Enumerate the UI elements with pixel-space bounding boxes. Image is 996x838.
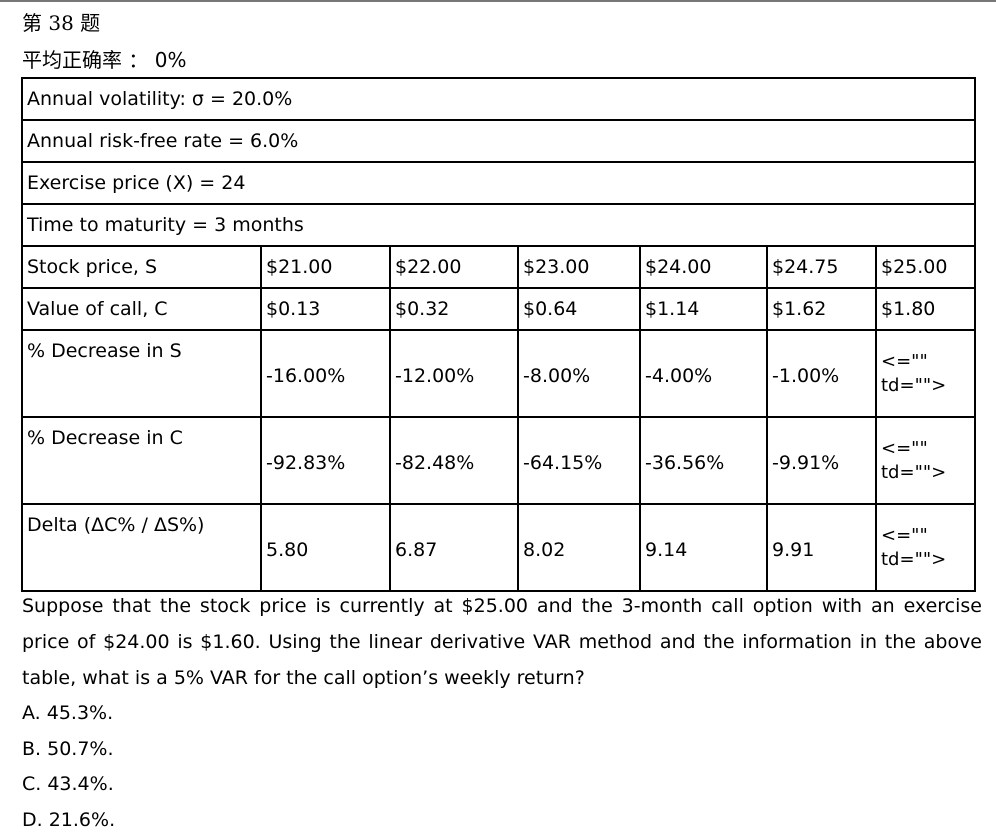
table-cell: -92.83% [261, 417, 390, 504]
accuracy-label: 平均正确率 [22, 48, 122, 72]
table-cell: -36.56% [640, 417, 767, 504]
row-label: % Decrease in C [22, 417, 261, 504]
param-time-to-maturity: Time to maturity = 3 months [22, 204, 975, 246]
table-cell: $0.13 [261, 288, 390, 330]
option-data-table: Annual volatility: σ = 20.0% Annual risk… [21, 77, 976, 592]
top-divider [0, 0, 996, 2]
table-cell: $1.14 [640, 288, 767, 330]
answer-option-a[interactable]: A. 45.3%. [22, 696, 115, 732]
param-volatility: Annual volatility: σ = 20.0% [22, 78, 975, 120]
table-cell: -16.00% [261, 330, 390, 417]
table-cell: $1.80 [876, 288, 975, 330]
question-number: 第 38 题 [22, 9, 100, 37]
table-cell: -1.00% [767, 330, 876, 417]
answer-option-b[interactable]: B. 50.7%. [22, 732, 115, 768]
table-cell: -9.91% [767, 417, 876, 504]
row-label: Stock price, S [22, 246, 261, 288]
table-row: % Decrease in C -92.83% -82.48% -64.15% … [22, 417, 975, 504]
table-row: % Decrease in S -16.00% -12.00% -8.00% -… [22, 330, 975, 417]
table-cell: $25.00 [876, 246, 975, 288]
param-exercise-price: Exercise price (X) = 24 [22, 162, 975, 204]
accuracy-separator: ： [128, 48, 148, 72]
param-risk-free-rate: Annual risk-free rate = 6.0% [22, 120, 975, 162]
table-cell: $0.64 [518, 288, 640, 330]
table-cell: -82.48% [390, 417, 518, 504]
table-cell: -4.00% [640, 330, 767, 417]
table-cell: 9.91 [767, 504, 876, 591]
table-cell: $24.75 [767, 246, 876, 288]
table-cell: -12.00% [390, 330, 518, 417]
param-row: Time to maturity = 3 months [22, 204, 975, 246]
answer-options: A. 45.3%. B. 50.7%. C. 43.4%. D. 21.6%. [22, 696, 115, 838]
table-cell: $0.32 [390, 288, 518, 330]
question-text: Suppose that the stock price is currentl… [22, 588, 982, 696]
table-cell: <="" td=""> [876, 330, 975, 417]
table-cell: $24.00 [640, 246, 767, 288]
table-cell: 9.14 [640, 504, 767, 591]
table-row: Stock price, S $21.00 $22.00 $23.00 $24.… [22, 246, 975, 288]
answer-option-d[interactable]: D. 21.6%. [22, 803, 115, 838]
row-label: Value of call, C [22, 288, 261, 330]
row-label: Delta (ΔC% / ΔS%) [22, 504, 261, 591]
param-row: Annual risk-free rate = 6.0% [22, 120, 975, 162]
table-cell: $23.00 [518, 246, 640, 288]
row-label: % Decrease in S [22, 330, 261, 417]
answer-option-c[interactable]: C. 43.4%. [22, 767, 115, 803]
table-cell: $22.00 [390, 246, 518, 288]
table-row: Value of call, C $0.13 $0.32 $0.64 $1.14… [22, 288, 975, 330]
table-cell: -64.15% [518, 417, 640, 504]
table-cell: -8.00% [518, 330, 640, 417]
table-cell: <="" td=""> [876, 504, 975, 591]
param-row: Exercise price (X) = 24 [22, 162, 975, 204]
table-cell: 6.87 [390, 504, 518, 591]
table-row: Delta (ΔC% / ΔS%) 5.80 6.87 8.02 9.14 9.… [22, 504, 975, 591]
accuracy-value: 0% [155, 48, 187, 72]
table-cell: <="" td=""> [876, 417, 975, 504]
param-row: Annual volatility: σ = 20.0% [22, 78, 975, 120]
table-cell: $1.62 [767, 288, 876, 330]
table-cell: 5.80 [261, 504, 390, 591]
table-cell: 8.02 [518, 504, 640, 591]
accuracy-stat: 平均正确率 ： 0% [22, 46, 186, 74]
table-cell: $21.00 [261, 246, 390, 288]
